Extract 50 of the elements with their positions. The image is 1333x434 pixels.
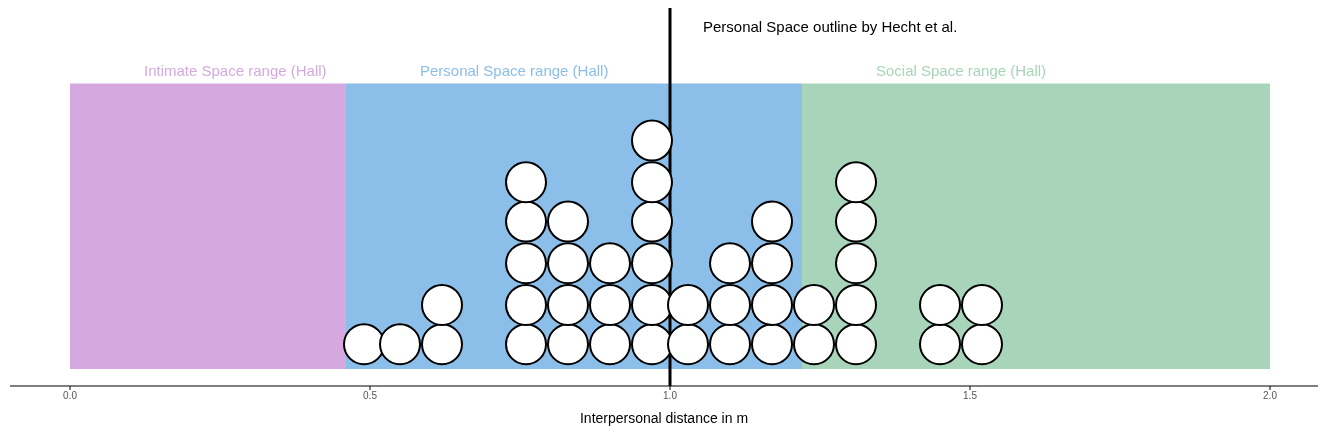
point — [835, 284, 877, 326]
point — [505, 242, 547, 285]
point — [751, 323, 793, 366]
point — [631, 119, 673, 162]
point — [919, 284, 961, 326]
point — [709, 284, 751, 326]
band-label: Intimate Space range (Hall) — [144, 61, 327, 79]
point — [919, 323, 961, 366]
point — [547, 323, 589, 366]
point — [667, 284, 709, 326]
point — [835, 200, 877, 243]
point — [709, 323, 751, 366]
x-tick-label: 2.0 — [1263, 390, 1278, 402]
point — [961, 323, 1003, 366]
point — [379, 323, 421, 366]
point — [547, 284, 589, 326]
point — [421, 284, 463, 326]
point — [961, 284, 1003, 326]
x-tick-label: 0.0 — [63, 390, 78, 402]
point — [835, 242, 877, 285]
point — [667, 323, 709, 366]
x-tick-label: 1.5 — [963, 390, 978, 402]
x-tick-label: 1.0 — [663, 390, 678, 402]
point — [343, 323, 385, 366]
point — [631, 242, 673, 285]
point — [547, 200, 589, 243]
point — [793, 284, 835, 326]
point — [421, 323, 463, 366]
point — [505, 200, 547, 243]
point — [751, 284, 793, 326]
point — [835, 323, 877, 366]
point — [505, 161, 547, 204]
point — [589, 284, 631, 326]
point — [793, 323, 835, 366]
point — [589, 323, 631, 366]
point — [589, 242, 631, 285]
point — [835, 161, 877, 204]
band-label: Social Space range (Hall) — [876, 61, 1047, 79]
point — [505, 284, 547, 326]
point — [631, 200, 673, 243]
x-axis-title: Interpersonal distance in m — [579, 410, 749, 426]
point — [751, 242, 793, 285]
point — [505, 323, 547, 366]
point — [631, 161, 673, 204]
x-tick-label: 0.5 — [363, 390, 378, 402]
band-label: Personal Space range (Hall) — [420, 61, 609, 79]
ref-line-label: Personal Space outline by Hecht et al. — [703, 18, 958, 35]
point — [547, 242, 589, 285]
point — [751, 200, 793, 243]
point — [709, 242, 751, 285]
